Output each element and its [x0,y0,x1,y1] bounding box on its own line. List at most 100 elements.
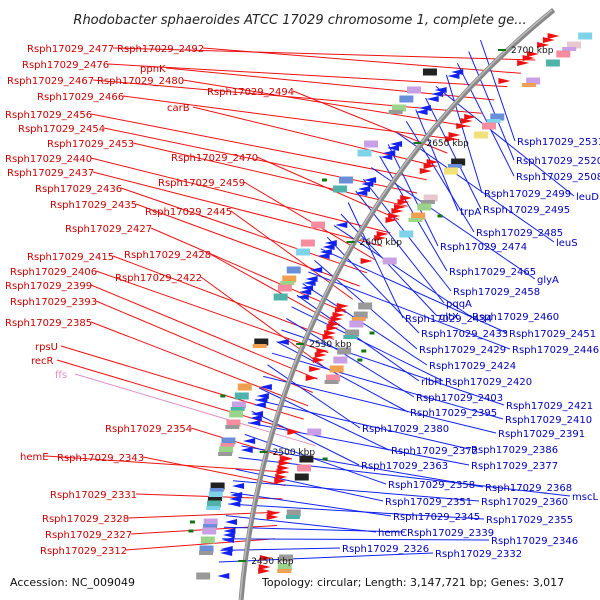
cog-box [285,515,300,519]
cog-box [296,248,311,256]
gene-label: Rsph17029_2358 [388,480,475,491]
cog-box [231,401,246,409]
callout-line [371,167,536,280]
gene-arrow [276,339,289,345]
gene-arrow [317,253,330,259]
callout-line [103,127,418,194]
callout-line [233,480,480,502]
gene-arrow [445,136,458,142]
right-gene-labels: Rsph17029_2531 Rsph17029_2520 Rsph17029_25… [342,137,600,560]
gene-label: Rsph17029_2385 [5,318,92,329]
gene-arrow [266,514,279,520]
callout-line [192,106,437,167]
cog-box [221,437,236,445]
gene-label: glyA [537,275,559,286]
feature-mark [220,394,226,398]
callout-line [90,113,427,181]
cog-box [349,320,364,328]
gene-arrow [330,316,343,322]
gene-arrow [397,199,410,205]
cog-box [282,275,297,283]
gene-label: Rsph17029_2427 [65,224,152,235]
feature-mark [322,457,328,461]
cog-box [277,569,292,573]
gene-label: Rsph17029_2474 [440,242,527,253]
gene-label: Rsph17029_2465 [449,267,536,278]
cog-box [408,218,423,222]
gene-label: Rsph17029_2508 [516,172,600,183]
callout-line [271,352,504,420]
cog-box [562,47,577,51]
cog-box [357,149,372,157]
callout-line [238,457,571,497]
gene-arrow [376,231,389,237]
cog-box [486,119,501,123]
gene-label: Rsph17029_2446 [512,345,599,356]
cog-box [391,104,406,112]
cog-box [578,32,593,40]
cog-box [280,281,295,285]
callout-line [74,373,316,447]
gene-label: Rsph17029_2434 [405,314,492,325]
gene-arrow [448,132,461,138]
callout-line [267,364,361,429]
gene-arrow [229,496,242,502]
gene-label: Rsph17029_2393 [10,297,97,308]
callout-line [320,248,508,334]
cog-box [422,68,437,76]
gene-label: Rsph17029_2460 [472,312,559,323]
callout-line [256,156,400,221]
gene-label: Rsph17029_2456 [5,110,92,121]
gene-arrow [258,564,271,570]
cog-box [206,506,221,510]
callout-lines [45,39,575,563]
callout-line [95,270,329,354]
gene-label: Rsph17029_2403 [416,393,503,404]
gene-arrow [312,357,325,363]
gene-arrow [316,348,329,354]
cog-box [218,452,233,456]
callout-line [209,253,341,327]
callout-line [135,203,360,287]
callout-line [248,422,470,466]
cog-box [229,410,244,418]
gene-arrow [303,280,316,286]
gene-arrow [222,537,235,543]
callout-line [190,427,293,460]
gene-arrow [220,550,233,556]
gene-arrow [388,213,401,219]
gene-label: Rsph17029_2377 [471,461,558,472]
callout-line [45,455,289,473]
gene-arrow [447,73,460,79]
gene-label: ffs [55,370,67,381]
cog-box [343,335,358,339]
callout-line [90,284,318,380]
gene-arrow [547,33,560,39]
cog-box [353,311,368,319]
gene-arrow [248,420,261,426]
gene-label: Rsph17029_2395 [410,408,497,419]
gene-label: Rsph17029_2332 [435,549,522,560]
gene-arrow [220,546,233,552]
gene-label: Rsph17029_2421 [506,401,593,412]
callout-line [182,79,470,127]
gene-arrow [423,163,436,169]
gene-label: leuS [556,238,578,249]
gene-label: pqqA [446,299,472,310]
cog-box [286,509,301,517]
cog-box [338,176,353,184]
scale-tick [296,343,305,345]
gene-arrow [526,51,539,57]
gene-label: Rsph17029_2440 [5,154,92,165]
map-title: Rhodobacter sphaeroides ATCC 17029 chrom… [73,13,526,28]
gene-label: Rsph17029_2454 [18,124,105,135]
callout-line [308,271,511,350]
gene-label: Rsph17029_2312 [40,546,127,557]
cog-box [198,551,213,555]
gene-label: Rsph17029_2499 [484,189,571,200]
callout-line [132,142,408,207]
callout-line [405,120,475,233]
cog-box [567,41,582,49]
